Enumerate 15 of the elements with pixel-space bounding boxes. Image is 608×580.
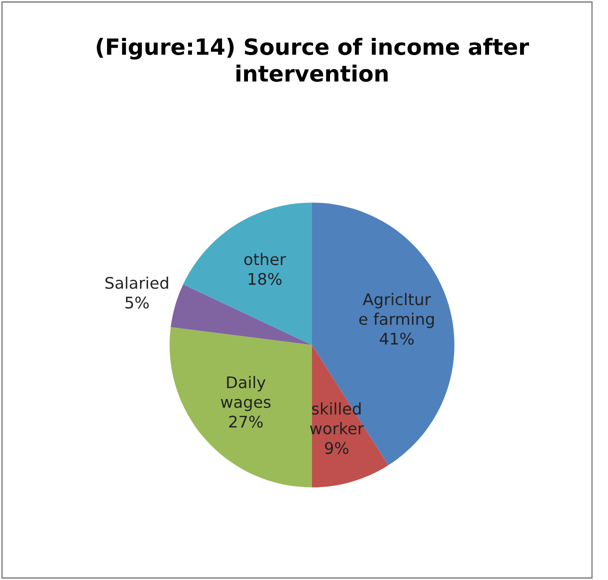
data-label: 18% — [248, 272, 282, 285]
data-label: 9% — [324, 442, 348, 454]
chart-title: (Figure:14) Source of income after intervention — [96, 38, 530, 82]
pie-slice — [312, 202, 454, 466]
pie-slice — [170, 327, 312, 488]
slice-label: other — [244, 252, 286, 266]
slice-label: Salaried — [105, 276, 168, 289]
pie-slice — [183, 202, 312, 345]
slice-label: Daily wages — [220, 376, 271, 412]
pie-slice — [170, 284, 312, 345]
data-label: 5% — [126, 296, 149, 309]
slice-label: Agricltur e farming — [359, 292, 434, 328]
data-label: 27% — [229, 416, 263, 428]
pie-slice — [312, 345, 388, 488]
data-label: 41% — [380, 332, 414, 345]
